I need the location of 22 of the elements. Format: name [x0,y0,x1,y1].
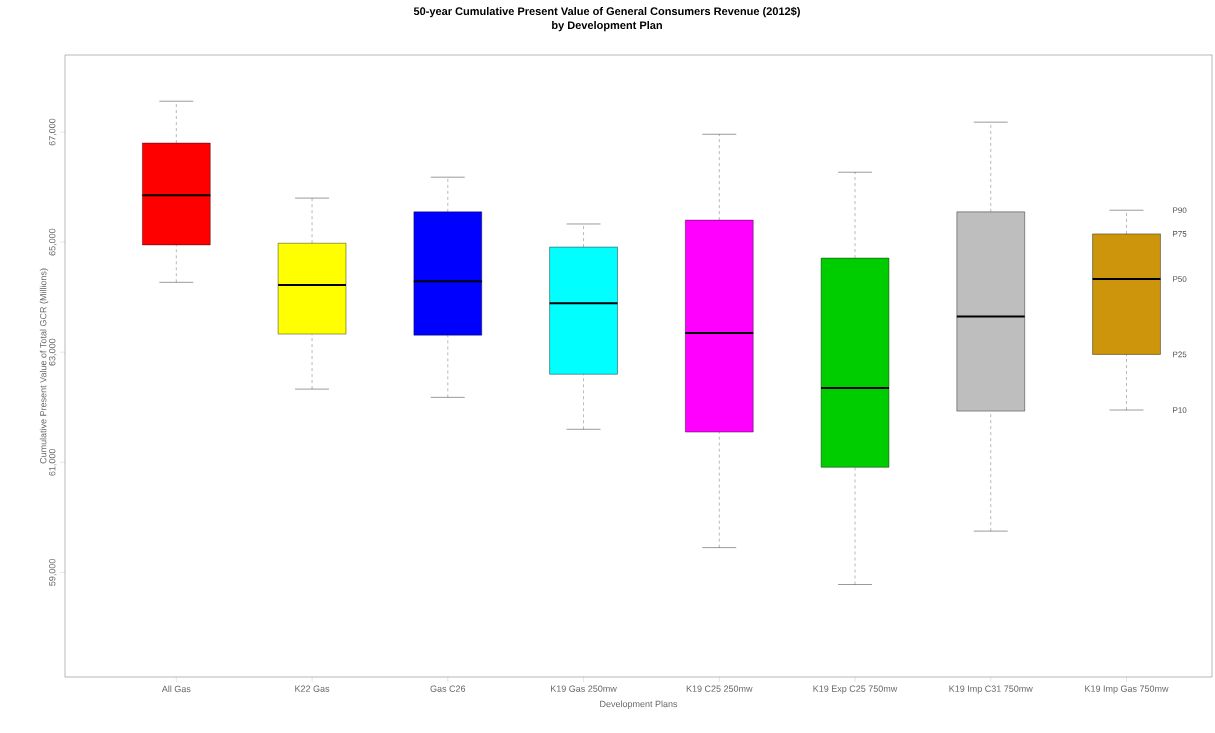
y-tick-label: 63,000 [49,338,57,366]
x-axis-title: Development Plans [600,700,678,709]
x-tick-label: K19 Exp C25 750mw [813,685,898,694]
y-tick-label: 67,000 [49,118,57,146]
y-tick-label: 61,000 [49,448,57,476]
x-tick-label: All Gas [161,685,191,693]
x-tick-label: Gas C26 [430,685,466,692]
y-tick-label: 59,000 [49,558,57,586]
x-tick-label: K19 Imp C31 750mw [949,685,1033,694]
x-tick-label: K19 C25 250mw [686,685,753,692]
chart-title: 50-year Cumulative Present Value of General Consumers Revenue (2012$) [413,6,800,18]
annotation: P10 [1173,407,1187,413]
annotation: P50 [1173,276,1187,282]
x-tick-label: K19 Imp Gas 750mw [1085,685,1169,694]
x-tick-label: K22 Gas [295,685,330,692]
chart-subtitle: by Development Plan [552,21,662,32]
y-axis-title: Cumulative Present Value of Total GCR (Millions) [39,268,49,464]
annotation: P25 [1173,351,1187,358]
y-tick-label: 65,000 [49,228,57,256]
annotation: P90 [1173,207,1187,214]
x-tick-label: K19 Gas 250mw [551,685,617,692]
annotation: P75 [1173,231,1187,237]
